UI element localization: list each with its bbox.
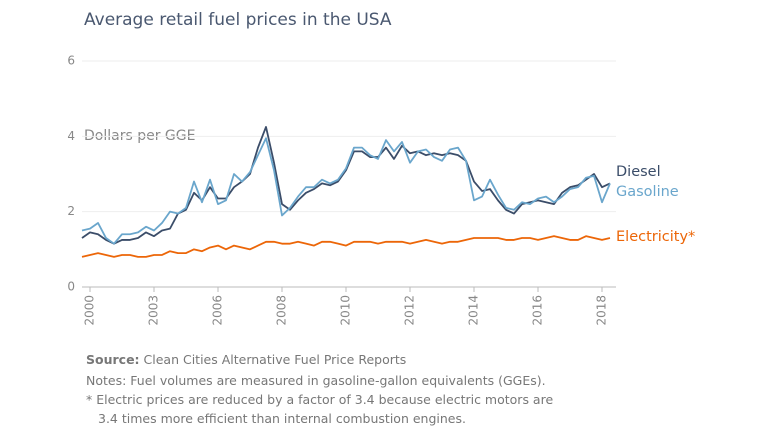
chart: Average retail fuel prices in the USA Do…: [67, 10, 695, 326]
series-line: [81, 126, 611, 245]
legend-label: Gasoline: [616, 184, 679, 200]
x-tick-label: 2016: [531, 295, 545, 326]
chart-title: Average retail fuel prices in the USA: [84, 10, 392, 30]
x-tick-label: 2006: [211, 295, 225, 326]
note: 3.4 times more efficient than internal c…: [98, 411, 466, 426]
x-tick-label: 2003: [147, 295, 161, 326]
x-tick-label: 2010: [339, 295, 353, 326]
y-tick-label: 0: [67, 280, 75, 294]
x-tick-label: 2018: [595, 295, 609, 326]
note: Notes: Fuel volumes are measured in gaso…: [86, 373, 546, 388]
legend-label: Electricity*: [616, 229, 695, 245]
x-tick-label: 2000: [83, 295, 97, 326]
source-label: Source:: [86, 352, 140, 367]
legend-label: Diesel: [616, 164, 661, 180]
x-tick-label: 2012: [403, 295, 417, 326]
x-tick-label: 2008: [275, 295, 289, 326]
series-line: [81, 137, 611, 245]
y-tick-label: 4: [67, 129, 75, 143]
y-tick-label: 2: [67, 204, 75, 218]
source-text: Clean Cities Alternative Fuel Price Repo…: [143, 352, 407, 367]
x-tick-label: 2014: [467, 295, 481, 326]
series-line: [81, 235, 611, 258]
source: Source: Clean Cities Alternative Fuel Pr…: [86, 352, 406, 367]
note: * Electric prices are reduced by a facto…: [86, 392, 554, 407]
y-tick-label: 6: [67, 54, 75, 68]
